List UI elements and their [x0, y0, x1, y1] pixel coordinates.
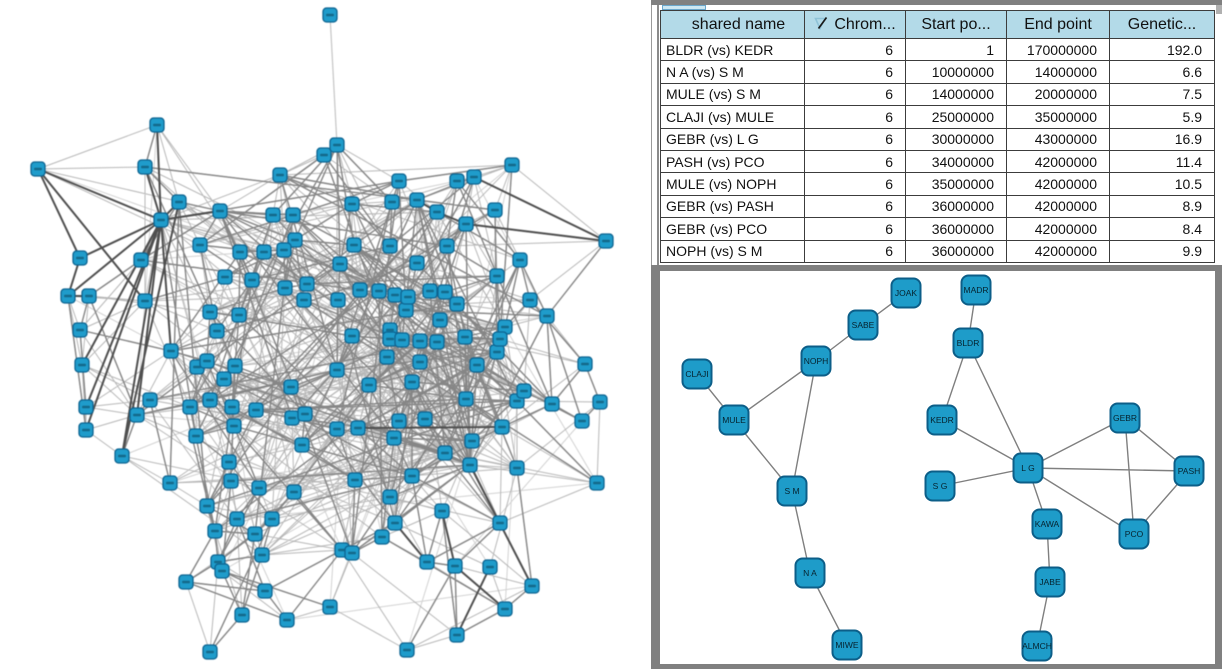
svg-text:NOPH: NOPH	[804, 356, 829, 366]
svg-text:S G: S G	[933, 481, 948, 491]
svg-text:SABE: SABE	[852, 320, 875, 330]
svg-text:MADR: MADR	[963, 285, 988, 295]
svg-text:MULE: MULE	[722, 415, 746, 425]
svg-text:PCO: PCO	[1125, 529, 1144, 539]
svg-text:N A: N A	[803, 568, 817, 578]
svg-text:S M: S M	[784, 486, 799, 496]
svg-text:CLAJI: CLAJI	[685, 369, 708, 379]
svg-text:JABE: JABE	[1039, 577, 1061, 587]
svg-text:L G: L G	[1021, 463, 1034, 473]
svg-text:PASH: PASH	[1178, 466, 1201, 476]
svg-text:KAWA: KAWA	[1035, 519, 1060, 529]
svg-text:MIWE: MIWE	[835, 640, 858, 650]
svg-text:ALMCH: ALMCH	[1022, 641, 1052, 651]
svg-text:BLDR: BLDR	[957, 338, 980, 348]
svg-text:GEBR: GEBR	[1113, 413, 1137, 423]
svg-text:JOAK: JOAK	[895, 288, 918, 298]
svg-text:KEDR: KEDR	[930, 415, 954, 425]
